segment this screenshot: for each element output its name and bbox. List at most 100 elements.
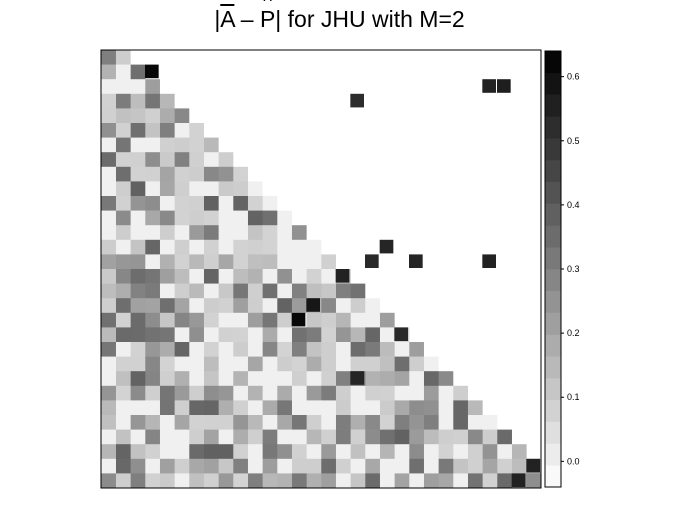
heatmap-cell xyxy=(159,342,175,357)
heatmap-cell xyxy=(203,429,219,445)
heatmap-cell xyxy=(203,371,219,387)
heatmap-cell xyxy=(218,458,234,474)
heatmap-cell xyxy=(291,356,307,372)
heatmap-cell xyxy=(247,444,263,460)
colorbar-segment xyxy=(545,378,561,401)
heatmap-cell xyxy=(189,196,204,211)
heatmap-cell xyxy=(203,356,219,372)
heatmap-cell xyxy=(247,458,263,474)
heatmap-cell xyxy=(115,429,131,445)
heatmap-cell xyxy=(379,371,395,387)
heatmap-cell xyxy=(130,166,146,182)
heatmap-cell xyxy=(394,429,410,445)
heatmap-cell xyxy=(145,93,160,109)
heatmap-cell xyxy=(115,152,131,168)
heatmap-cell xyxy=(511,458,527,474)
heatmap-cell xyxy=(174,356,190,372)
heatmap-cell-upper xyxy=(306,298,320,312)
heatmap-cell-upper xyxy=(291,312,306,327)
heatmap-cell xyxy=(174,283,190,299)
heatmap-cell xyxy=(277,342,292,357)
title-prefix: | xyxy=(214,6,221,32)
heatmap-cell xyxy=(453,444,468,460)
heatmap-cell xyxy=(467,400,483,416)
heatmap-cell xyxy=(379,385,395,401)
heatmap-cell xyxy=(130,93,146,109)
colorbar-segment xyxy=(545,421,561,444)
heatmap-cell xyxy=(101,123,116,138)
title-a-bar: A xyxy=(220,6,235,32)
heatmap-cell xyxy=(350,385,366,401)
heatmap-cell-upper xyxy=(394,327,408,341)
heatmap-cell xyxy=(189,152,204,168)
heatmap-cell xyxy=(438,400,454,416)
plot-frame xyxy=(100,49,542,489)
heatmap-cell xyxy=(394,473,410,489)
heatmap-cell xyxy=(262,429,278,445)
heatmap-cell xyxy=(115,269,131,284)
heatmap-cell xyxy=(115,356,131,372)
heatmap-cell xyxy=(467,444,483,460)
heatmap-cell xyxy=(189,400,204,416)
heatmap-cell xyxy=(130,137,146,153)
heatmap-cell-upper xyxy=(497,79,511,93)
heatmap-cell xyxy=(101,400,116,416)
heatmap-cell xyxy=(115,137,131,153)
heatmap-cell xyxy=(335,298,351,314)
heatmap-cell xyxy=(423,385,439,401)
heatmap-cell xyxy=(467,473,483,489)
heatmap-cell xyxy=(365,356,380,372)
heatmap-cell xyxy=(482,415,498,430)
heatmap-cell xyxy=(497,458,512,474)
heatmap-cell xyxy=(262,239,278,255)
heatmap-cell xyxy=(130,415,146,430)
heatmap-cell xyxy=(218,196,234,211)
heatmap-cell xyxy=(291,444,307,460)
heatmap-cell xyxy=(277,385,292,401)
heatmap-cell xyxy=(394,415,410,430)
heatmap-cell-upper xyxy=(409,254,423,268)
heatmap-cell xyxy=(467,458,483,474)
heatmap-cell xyxy=(277,458,292,474)
heatmap-cell xyxy=(145,210,160,226)
heatmap-cell xyxy=(233,429,248,445)
heatmap-cell xyxy=(101,371,116,387)
heatmap-cell-upper xyxy=(350,371,364,385)
heatmap-cell xyxy=(115,123,131,138)
heatmap-cell xyxy=(438,415,454,430)
heatmap-cell xyxy=(247,254,263,270)
heatmap-cell xyxy=(291,298,307,314)
heatmap-cell xyxy=(115,342,131,357)
heatmap-cell xyxy=(159,123,175,138)
heatmap-cell xyxy=(423,429,439,445)
heatmap-cell xyxy=(350,298,366,314)
heatmap-cell xyxy=(291,327,307,343)
heatmap-cell xyxy=(101,181,116,197)
heatmap-cell xyxy=(130,385,146,401)
heatmap-cell xyxy=(365,298,380,314)
heatmap-cell xyxy=(130,458,146,474)
heatmap-cell xyxy=(101,269,116,284)
heatmap-cell xyxy=(335,444,351,460)
heatmap-cell xyxy=(247,371,263,387)
heatmap-cell xyxy=(321,283,336,299)
heatmap-cell xyxy=(115,444,131,460)
heatmap-cell xyxy=(365,342,380,357)
colorbar-segment xyxy=(545,51,561,74)
heatmap-cell xyxy=(233,327,248,343)
heatmap-cell xyxy=(379,458,395,474)
heatmap-cell xyxy=(115,50,131,65)
heatmap-cell xyxy=(130,123,146,138)
heatmap-cell xyxy=(482,429,498,445)
heatmap-cell xyxy=(262,371,278,387)
heatmap-cell xyxy=(203,181,219,197)
heatmap-cell xyxy=(379,327,395,343)
heatmap-cell xyxy=(233,166,248,182)
heatmap-cell xyxy=(174,123,190,138)
heatmap-cell xyxy=(203,312,219,328)
heatmap-cell xyxy=(203,152,219,168)
heatmap-cell xyxy=(291,400,307,416)
heatmap-cell xyxy=(262,385,278,401)
heatmap-cell xyxy=(174,400,190,416)
heatmap-cell xyxy=(189,181,204,197)
